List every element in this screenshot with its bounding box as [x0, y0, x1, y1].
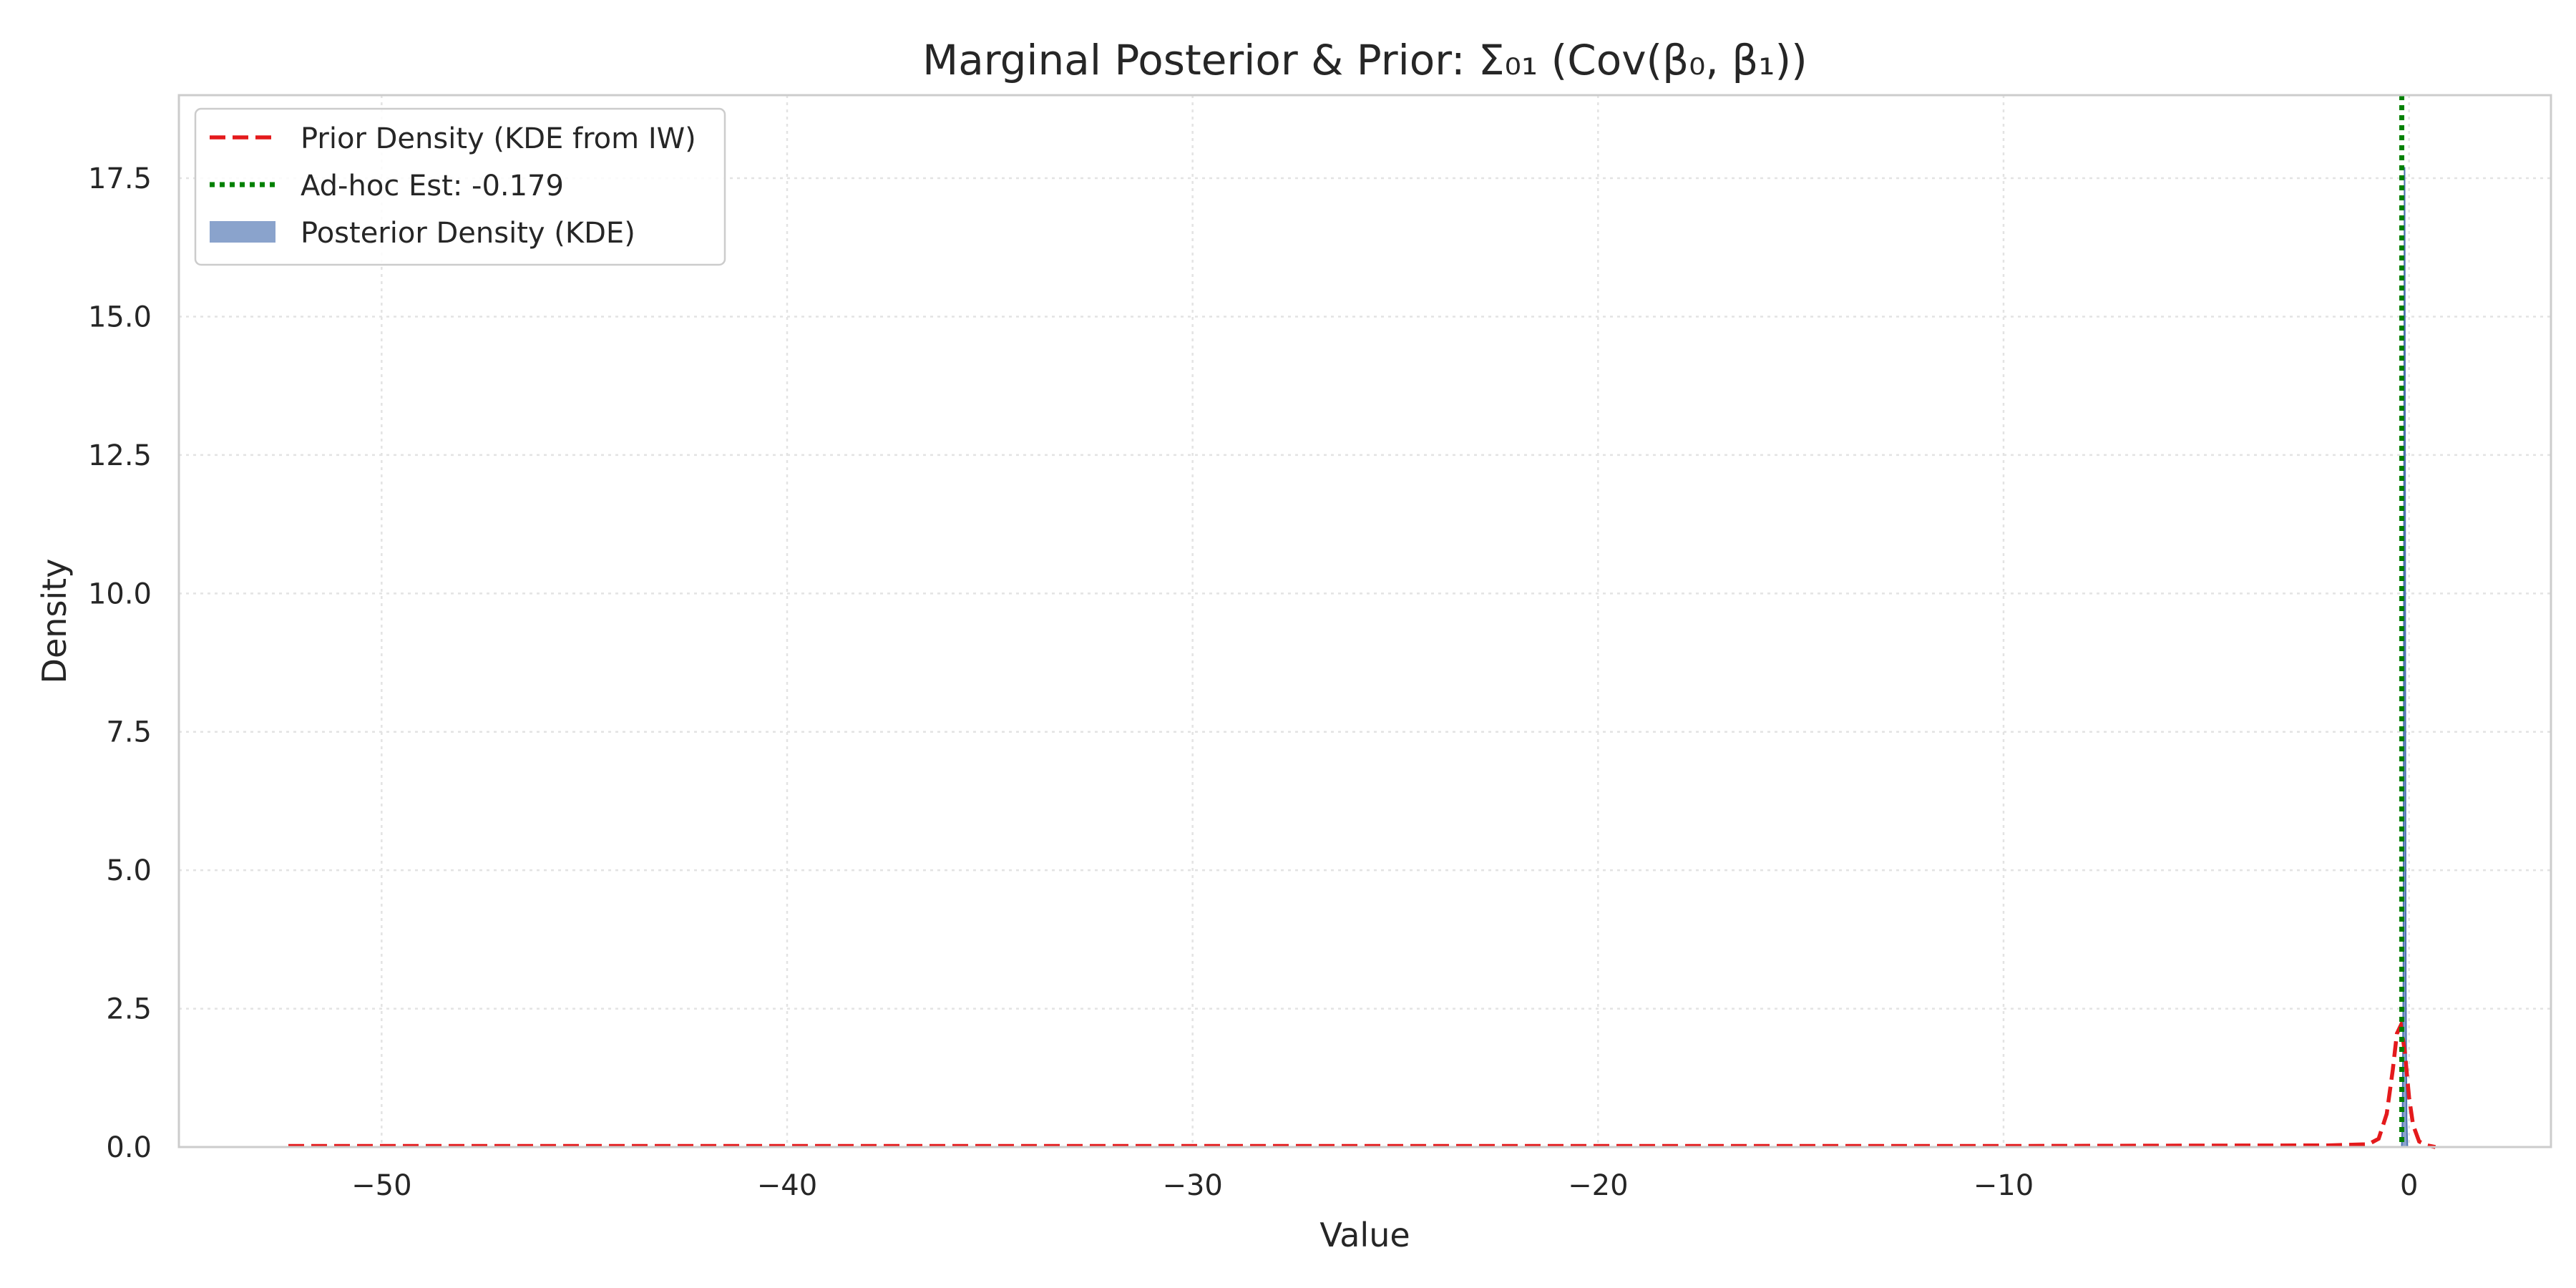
y-tick-label: 15.0 — [88, 301, 152, 333]
x-tick-label: −30 — [1162, 1169, 1222, 1202]
y-tick-label: 12.5 — [88, 439, 152, 472]
x-axis-label: Value — [1319, 1216, 1410, 1254]
y-tick-label: 2.5 — [106, 993, 152, 1026]
tick-labels: −50 −40 −30 −20 −10 0 0.0 2.5 5.0 7.5 10.0 12.5 15.0… — [88, 162, 2418, 1202]
posterior-density-area — [2401, 167, 2409, 1148]
y-tick-label: 7.5 — [106, 716, 152, 749]
y-tick-label: 5.0 — [106, 854, 152, 887]
legend-posterior-swatch — [210, 221, 275, 243]
y-tick-label: 10.0 — [88, 577, 152, 610]
legend-label: Posterior Density (KDE) — [301, 217, 635, 250]
x-tick-label: −20 — [1568, 1169, 1628, 1202]
legend-box — [194, 107, 726, 266]
legend: Prior Density (KDE from IW) Ad-hoc Est: -… — [194, 107, 726, 266]
y-axis-label: Density — [35, 559, 74, 684]
y-tick-label: 17.5 — [88, 162, 152, 195]
x-tick-label: −50 — [351, 1169, 411, 1202]
legend-label: Prior Density (KDE from IW) — [301, 122, 696, 155]
chart-title: Marginal Posterior & Prior: Σ₀₁ (Cov(β₀,… — [922, 36, 1807, 84]
plot-frame — [177, 94, 2552, 1148]
x-tick-label: −10 — [1974, 1169, 2034, 1202]
grid-lines — [179, 95, 2551, 1147]
y-tick-label: 0.0 — [106, 1131, 152, 1164]
legend-label: Ad-hoc Est: -0.179 — [301, 170, 564, 203]
x-tick-label: −40 — [757, 1169, 817, 1202]
x-tick-label: 0 — [2400, 1169, 2418, 1202]
